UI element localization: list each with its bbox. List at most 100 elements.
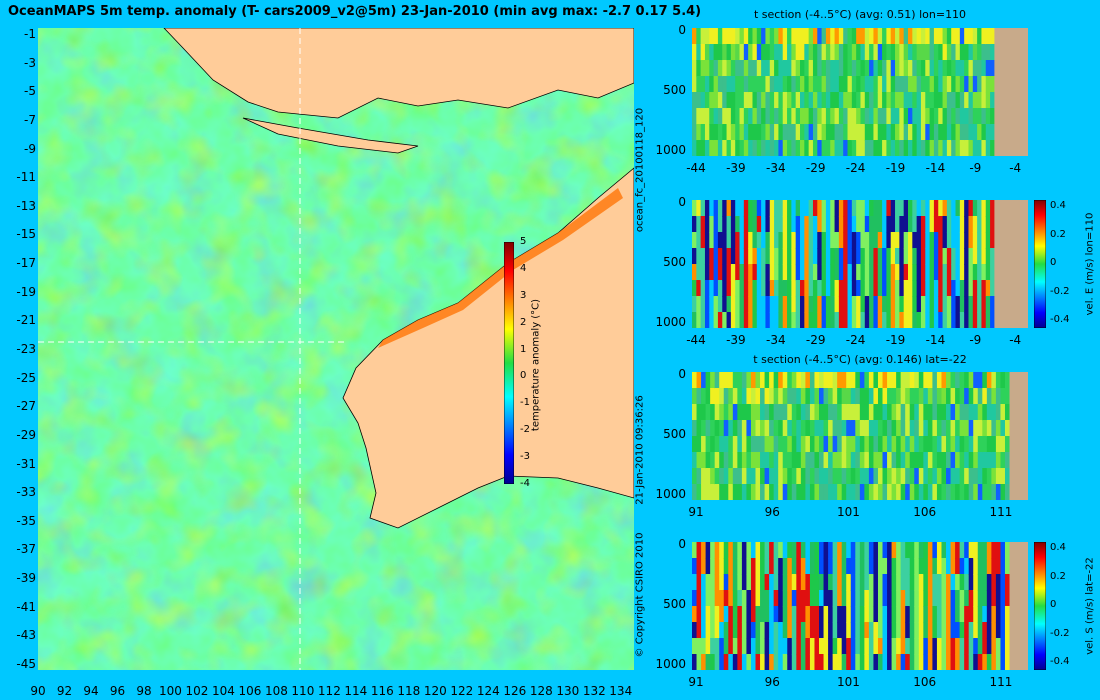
- section-cell: [973, 420, 979, 437]
- section-cell: [964, 312, 970, 328]
- section-cell: [877, 264, 883, 281]
- section-cell: [730, 92, 736, 109]
- section-cell: [823, 590, 829, 607]
- section-cell: [692, 248, 697, 265]
- section-cell: [761, 296, 767, 313]
- section-cell: [805, 372, 811, 389]
- section-cell: [823, 654, 829, 670]
- section-cell: [723, 638, 729, 655]
- section-cell: [959, 216, 965, 233]
- section-cell: [977, 28, 983, 45]
- section-cell: [709, 76, 715, 93]
- section-cell: [814, 654, 820, 670]
- section-cell: [900, 622, 906, 639]
- section-cell: [791, 76, 797, 93]
- section-cell: [990, 200, 995, 217]
- section-cell: [932, 452, 938, 469]
- section-cell: [832, 484, 838, 500]
- section-cell: [782, 108, 788, 125]
- section-plot-t-section-lat[interactable]: [692, 372, 1028, 500]
- section-cell: [925, 108, 931, 125]
- section-land: [1009, 542, 1028, 670]
- section-cell: [765, 140, 771, 156]
- section-side-label: vel. E (m/s) lon=110: [1084, 212, 1096, 316]
- section-cell: [986, 638, 992, 655]
- section-cell: [973, 542, 979, 559]
- section-cell: [856, 108, 862, 125]
- section-cell: [732, 638, 738, 655]
- section-cell: [787, 542, 793, 559]
- section-cell: [850, 372, 856, 389]
- section-cell: [692, 606, 698, 623]
- section-cell: [1004, 590, 1011, 607]
- section-cell: [812, 312, 818, 328]
- temperature-anomaly-map[interactable]: [38, 28, 634, 670]
- section-cell: [914, 654, 920, 670]
- section-cell: [900, 372, 906, 389]
- section-cell: [821, 296, 827, 313]
- section-cell: [946, 76, 952, 93]
- section-cell: [700, 44, 706, 61]
- section-cell: [964, 92, 970, 109]
- section-cell: [990, 76, 995, 93]
- section-cell: [986, 420, 992, 437]
- section-cell: [908, 200, 913, 217]
- section-cell: [896, 574, 902, 591]
- section-cell: [1000, 436, 1006, 453]
- section-cell: [985, 200, 991, 217]
- section-cell: [696, 420, 702, 437]
- section-cell: [700, 264, 706, 281]
- section-cell: [732, 606, 738, 623]
- section-cell: [959, 654, 965, 670]
- section-cell: [787, 606, 793, 623]
- section-cell: [800, 622, 806, 639]
- section-cell: [909, 436, 915, 453]
- section-cell: [739, 216, 745, 233]
- section-cell: [900, 420, 906, 437]
- section-cell: [873, 372, 879, 389]
- section-cell: [782, 452, 788, 469]
- section-cell: [955, 140, 961, 156]
- section-cell: [750, 574, 757, 591]
- section-cell: [909, 542, 915, 559]
- section-cell: [873, 216, 879, 233]
- section-cell: [778, 372, 784, 389]
- section-cell: [847, 312, 853, 328]
- section-cell: [887, 436, 893, 453]
- section-cell: [946, 558, 952, 575]
- section-cell: [755, 558, 761, 575]
- section-plot-t-section-lon[interactable]: [692, 28, 1028, 156]
- section-cell: [981, 280, 987, 297]
- section-plot-vel-e-section[interactable]: [692, 200, 1028, 328]
- section-cell: [925, 232, 931, 249]
- section-plot-vel-s-section[interactable]: [692, 542, 1028, 670]
- section-cell: [800, 420, 806, 437]
- section-cell: [864, 92, 870, 109]
- section-cell: [946, 44, 952, 61]
- section-cell: [995, 436, 1002, 453]
- section-cell: [877, 92, 883, 109]
- section-cell: [986, 542, 992, 559]
- section-cell: [942, 248, 948, 265]
- section-cell: [972, 124, 978, 141]
- section-cell: [895, 280, 900, 297]
- section-cell: [746, 404, 752, 421]
- section-cell: [808, 296, 814, 313]
- section-cell: [705, 590, 711, 607]
- section-cell: [933, 124, 939, 141]
- section-cell: [882, 638, 888, 655]
- section-cell: [873, 108, 879, 125]
- section-cell: [726, 312, 732, 328]
- section-cell: [705, 622, 711, 639]
- section-cell: [750, 606, 757, 623]
- section-cell: [750, 372, 757, 389]
- section-cell: [791, 124, 797, 141]
- section-cell: [748, 280, 754, 297]
- section-cell: [929, 124, 935, 141]
- section-cell: [796, 622, 802, 639]
- section-cell: [812, 108, 818, 125]
- map-y-tick: -43: [16, 628, 36, 643]
- section-cell: [796, 590, 802, 607]
- section-cell: [728, 654, 734, 670]
- section-cell: [855, 420, 861, 437]
